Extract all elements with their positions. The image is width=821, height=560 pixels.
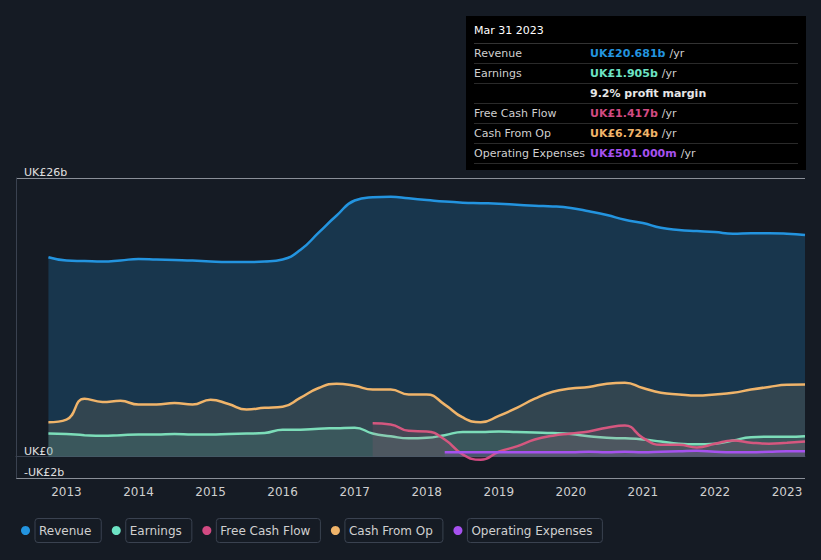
svg-text:2014: 2014 (123, 485, 154, 499)
html-text:UK£501.000m /yr: UK£501.000m /yr (590, 147, 696, 160)
html-text:UK£6.724b /yr: UK£6.724b /yr (590, 127, 677, 140)
svg-text:UK£0: UK£0 (24, 444, 54, 458)
html-text:Cash From Op: Cash From Op (474, 127, 551, 140)
svg-text:2022: 2022 (700, 485, 731, 499)
html-text:Free Cash Flow: Free Cash Flow (474, 107, 557, 120)
html-text:Earnings: Earnings (474, 67, 522, 80)
svg-text:2013: 2013 (51, 485, 82, 499)
svg-text:Cash From Op: Cash From Op (349, 524, 433, 538)
html-text:Operating Expenses: Operating Expenses (474, 147, 585, 160)
svg-text:2017: 2017 (339, 485, 370, 499)
svg-text:2015: 2015 (195, 485, 226, 499)
html-text:Mar 31 2023: Mar 31 2023 (474, 24, 544, 37)
html-text:9.2% profit margin: 9.2% profit margin (590, 87, 707, 100)
svg-text:2023: 2023 (772, 485, 803, 499)
svg-text:-UK£2b: -UK£2b (24, 466, 64, 479)
svg-text:2016: 2016 (267, 485, 298, 499)
html-text:Revenue: Revenue (474, 47, 522, 60)
svg-text:2021: 2021 (628, 485, 659, 499)
svg-text:Revenue: Revenue (39, 524, 91, 538)
svg-text:UK£26b: UK£26b (24, 166, 67, 179)
svg-text:Earnings: Earnings (130, 524, 182, 538)
svg-text:2018: 2018 (411, 485, 442, 499)
svg-text:2019: 2019 (483, 485, 514, 499)
svg-text:2020: 2020 (556, 485, 587, 499)
html-text:UK£1.905b /yr: UK£1.905b /yr (590, 67, 677, 80)
html-text:UK£20.681b /yr: UK£20.681b /yr (590, 47, 685, 60)
html-text:UK£1.417b /yr: UK£1.417b /yr (590, 107, 677, 120)
svg-text:Operating Expenses: Operating Expenses (471, 524, 592, 538)
svg-text:Free Cash Flow: Free Cash Flow (220, 524, 310, 538)
